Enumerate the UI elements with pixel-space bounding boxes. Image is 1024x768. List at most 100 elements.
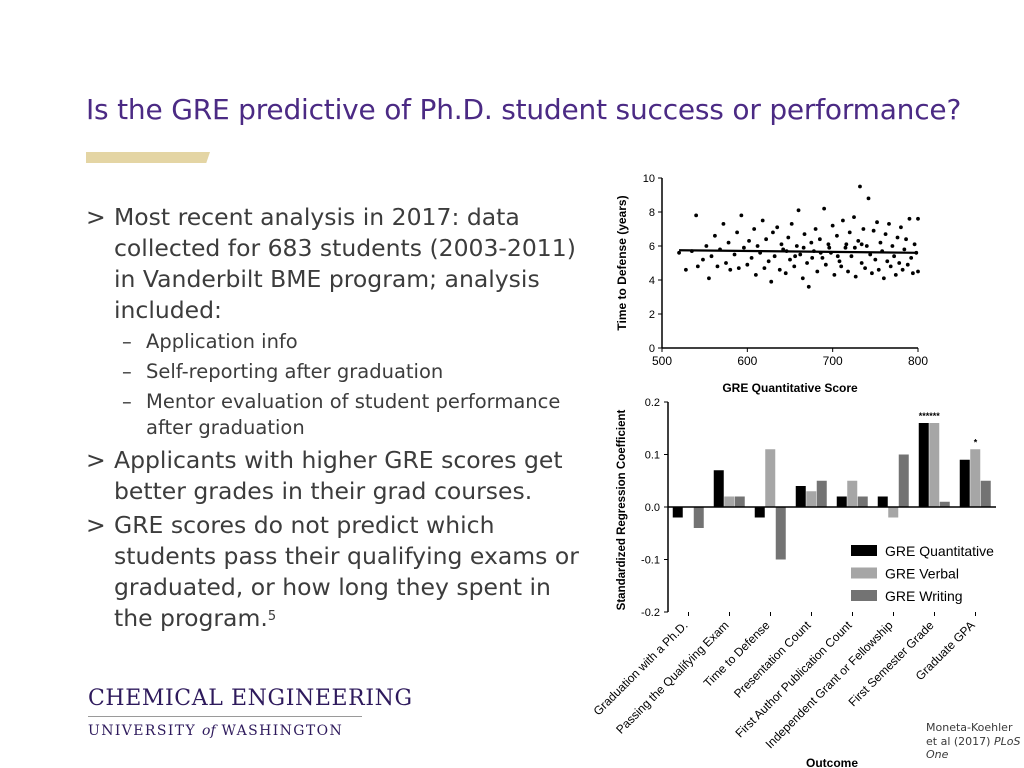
logo-university-name: UNIVERSITY of WASHINGTON bbox=[88, 723, 363, 739]
bar-y-axis-label: Standardized Regression Coefficient bbox=[616, 410, 628, 611]
scatter-point bbox=[728, 267, 733, 272]
scatter-point bbox=[875, 220, 879, 225]
scatter-point bbox=[783, 271, 788, 276]
scatter-point bbox=[826, 242, 831, 247]
scatter-point bbox=[890, 244, 895, 248]
scatter-point bbox=[755, 244, 760, 248]
scatter-point bbox=[683, 267, 688, 272]
bar bbox=[713, 470, 724, 507]
bullet-item-2: > Applicants with higher GRE scores get … bbox=[86, 445, 586, 507]
legend-swatch bbox=[851, 567, 877, 579]
bar bbox=[888, 507, 899, 518]
bar bbox=[672, 507, 683, 518]
scatter-point bbox=[789, 222, 794, 226]
bar bbox=[693, 507, 704, 528]
bar bbox=[836, 496, 847, 507]
scatter-point bbox=[739, 213, 744, 218]
scatter-point bbox=[794, 244, 799, 248]
logo-university-word: UNIVERSITY bbox=[88, 723, 197, 739]
scatter-point bbox=[841, 218, 845, 223]
bar-category-label: Presentation Count bbox=[731, 618, 814, 701]
title-accent-bar bbox=[86, 152, 210, 163]
scatter-point bbox=[852, 245, 857, 250]
scatter-point bbox=[863, 266, 867, 270]
scatter-point bbox=[830, 223, 835, 228]
scatter-point bbox=[823, 262, 828, 267]
bar bbox=[980, 480, 991, 507]
scatter-point bbox=[747, 239, 751, 243]
scatter-point bbox=[870, 271, 874, 276]
scatter-y-tick-label: 6 bbox=[649, 241, 655, 253]
scatter-point bbox=[798, 252, 803, 257]
bullet-list: > Most recent analysis in 2017: data col… bbox=[86, 202, 586, 637]
scatter-point bbox=[905, 262, 910, 267]
logo-of-word: of bbox=[202, 723, 216, 739]
scatter-point bbox=[813, 227, 818, 231]
scatter-point bbox=[899, 225, 903, 230]
scatter-point bbox=[749, 256, 754, 260]
scatter-point bbox=[878, 240, 883, 245]
scatter-point bbox=[815, 269, 820, 274]
sub-bullet-text-1: Application info bbox=[146, 330, 298, 353]
scatter-point bbox=[715, 264, 720, 269]
logo-department-name: CHEMICAL ENGINEERING bbox=[88, 686, 413, 711]
bar bbox=[929, 423, 940, 507]
scatter-point bbox=[843, 245, 848, 250]
sub-bullet-marker: – bbox=[122, 330, 132, 353]
scatter-point bbox=[895, 235, 900, 240]
scatter-point bbox=[796, 208, 801, 213]
scatter-point bbox=[677, 250, 681, 255]
scatter-point bbox=[735, 230, 739, 235]
bar bbox=[959, 459, 970, 507]
scatter-point bbox=[897, 261, 902, 265]
scatter-point bbox=[786, 235, 791, 240]
bar bbox=[806, 491, 817, 507]
scatter-y-tick-label: 0 bbox=[649, 343, 655, 355]
scatter-point bbox=[916, 216, 920, 221]
scatter-point bbox=[752, 227, 757, 231]
logo-washington-word: WASHINGTON bbox=[221, 723, 344, 739]
scatter-point bbox=[835, 254, 840, 259]
citation: Moneta-Koehler et al (2017) PLoS One bbox=[926, 721, 1022, 762]
bar-y-tick-label: 0.0 bbox=[645, 502, 660, 514]
scatter-x-tick-label: 700 bbox=[823, 354, 843, 368]
scatter-point bbox=[873, 257, 878, 262]
significance-marker: *** bbox=[919, 411, 930, 421]
scatter-point bbox=[852, 215, 856, 220]
bullet-item-3: > GRE scores do not predict which studen… bbox=[86, 510, 586, 634]
scatter-point bbox=[771, 230, 775, 235]
scatter-point bbox=[802, 232, 807, 237]
scatter-point bbox=[724, 261, 728, 265]
scatter-x-tick-label: 600 bbox=[737, 354, 757, 368]
scatter-point bbox=[876, 267, 881, 272]
scatter-point bbox=[766, 259, 771, 264]
scatter-point bbox=[916, 269, 920, 274]
bar bbox=[734, 496, 745, 507]
scatter-point bbox=[806, 284, 811, 289]
scatter-point bbox=[695, 264, 700, 269]
scatter-point bbox=[753, 273, 758, 277]
scatter-point bbox=[910, 271, 915, 276]
scatter-x-tick-label: 500 bbox=[652, 354, 672, 368]
scatter-point bbox=[866, 196, 871, 201]
scatter-point bbox=[835, 233, 839, 238]
bar bbox=[970, 449, 981, 507]
scatter-point bbox=[769, 279, 774, 284]
scatter-point bbox=[742, 245, 746, 250]
scatter-point bbox=[775, 225, 780, 230]
sub-bullet-marker: – bbox=[122, 360, 132, 383]
scatter-x-axis-label: GRE Quantitative Score bbox=[722, 381, 858, 395]
scatter-point bbox=[772, 254, 777, 259]
significance-marker: * bbox=[974, 437, 978, 447]
scatter-point bbox=[849, 254, 854, 259]
scatter-point bbox=[861, 227, 866, 231]
scatter-point bbox=[801, 245, 806, 250]
scatter-point bbox=[893, 273, 898, 277]
scatter-point bbox=[846, 269, 850, 274]
scatter-point bbox=[868, 252, 873, 257]
scatter-point bbox=[736, 266, 741, 270]
scatter-point bbox=[810, 256, 815, 260]
scatter-point bbox=[779, 242, 784, 247]
scatter-point bbox=[745, 262, 750, 267]
significance-marker: *** bbox=[929, 411, 940, 421]
